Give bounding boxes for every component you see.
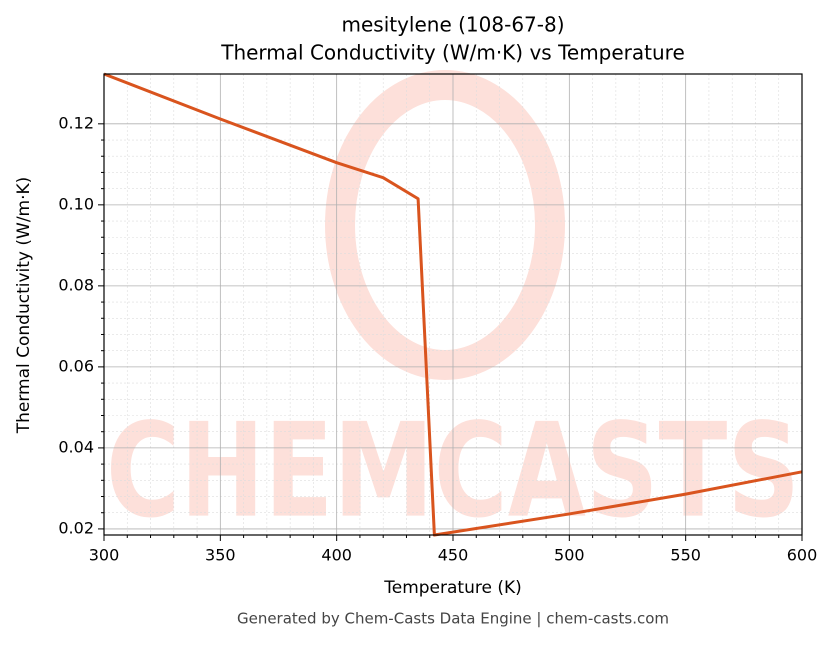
y-axis-label: Thermal Conductivity (W/m·K) xyxy=(14,177,34,435)
data-line xyxy=(103,72,803,537)
watermark-logo xyxy=(325,70,565,380)
y-tick-label: 0.06 xyxy=(58,356,94,375)
footer: Generated by Chem-Casts Data Engine | ch… xyxy=(237,610,669,628)
x-tick-label: 300 xyxy=(89,546,120,565)
y-tick-label: 0.12 xyxy=(58,113,94,132)
chart-subtitle: Thermal Conductivity (W/m·K) vs Temperat… xyxy=(220,41,685,65)
x-axis-label: Temperature (K) xyxy=(383,578,522,598)
x-tick-label: 550 xyxy=(670,546,701,565)
plot-frame xyxy=(103,73,803,536)
x-tick-label: 400 xyxy=(321,546,352,565)
y-tick-label: 0.10 xyxy=(58,194,94,213)
x-tick-label: 350 xyxy=(205,546,236,565)
x-tick-label: 600 xyxy=(787,546,818,565)
y-tick-label: 0.02 xyxy=(58,518,94,537)
y-tick-label: 0.04 xyxy=(58,437,94,456)
x-tick-label: 500 xyxy=(554,546,585,565)
y-tick-label: 0.08 xyxy=(58,275,94,294)
x-tick-label: 450 xyxy=(438,546,469,565)
chart-title: mesitylene (108-67-8) xyxy=(341,13,564,37)
